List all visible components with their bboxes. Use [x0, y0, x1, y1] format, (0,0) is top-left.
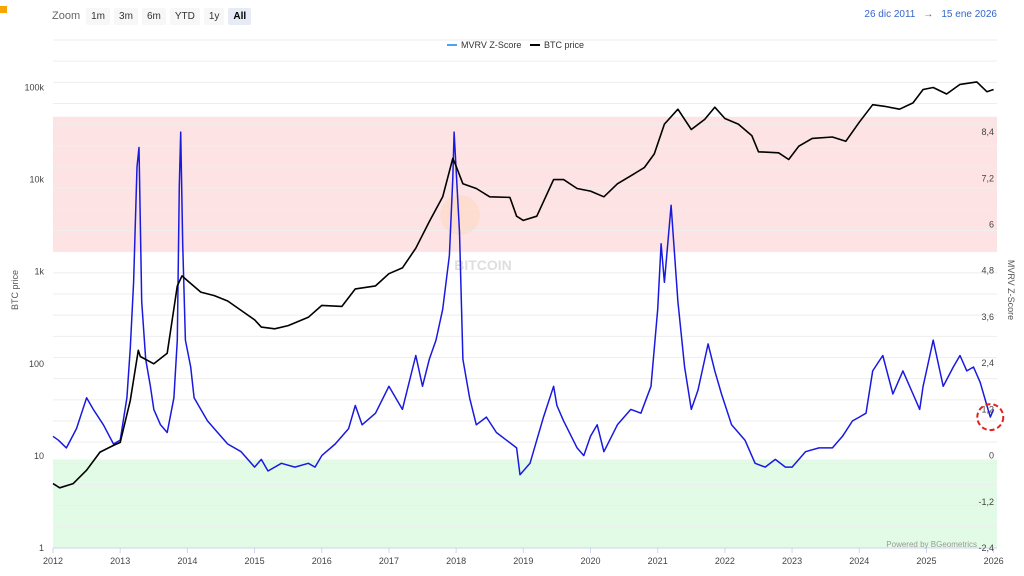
- legend-item-zscore[interactable]: MVRV Z-Score: [447, 40, 521, 50]
- x-tick-label: 2026: [984, 556, 1004, 566]
- zoom-3m-button[interactable]: 3m: [114, 7, 138, 25]
- credit-text[interactable]: Powered by BGeometrics: [886, 540, 977, 549]
- x-tick-label: 2025: [916, 556, 936, 566]
- right-tick-label: 0: [989, 451, 994, 461]
- left-tick-label: 1k: [34, 267, 44, 277]
- zoom-toolbar: Zoom 1m 3m 6m YTD 1y All: [52, 7, 252, 25]
- legend-label-zscore: MVRV Z-Score: [461, 40, 521, 50]
- x-tick-label: 2013: [110, 556, 130, 566]
- zoom-all-button[interactable]: All: [228, 7, 252, 25]
- x-tick-label: 2012: [43, 556, 63, 566]
- x-tick-label: 2019: [513, 556, 533, 566]
- right-tick-label: 4,8: [981, 266, 994, 276]
- right-tick-label: 2,4: [981, 358, 994, 368]
- left-tick-label: 100: [29, 359, 44, 369]
- right-tick-label: 6: [989, 220, 994, 230]
- x-tick-label: 2017: [379, 556, 399, 566]
- x-tick-label: 2018: [446, 556, 466, 566]
- left-tick-label: 1: [39, 543, 44, 553]
- right-tick-label: -1,2: [978, 497, 994, 507]
- left-tick-label: 100k: [24, 82, 44, 92]
- x-tick-label: 2014: [177, 556, 197, 566]
- x-tick-label: 2016: [312, 556, 332, 566]
- range-from-input[interactable]: 26 dic 2011: [864, 9, 916, 20]
- zone-undervalued: [53, 459, 997, 548]
- x-tick-label: 2020: [580, 556, 600, 566]
- left-tick-label: 10: [34, 451, 44, 461]
- range-arrow: →: [923, 9, 934, 20]
- right-tick-label: 3,6: [981, 312, 994, 322]
- x-tick-label: 2015: [245, 556, 265, 566]
- right-tick-label: 8,4: [981, 127, 994, 137]
- x-tick-label: 2022: [715, 556, 735, 566]
- series-line-btc-price: [52, 81, 994, 489]
- date-range: 26 dic 2011 → 15 ene 2026: [864, 9, 997, 20]
- right-tick-label: 1,2: [981, 404, 994, 414]
- right-axis-title: MVRV Z-Score: [1006, 260, 1016, 320]
- x-tick-label: 2024: [849, 556, 869, 566]
- left-tick-label: 10k: [29, 175, 44, 185]
- legend: MVRV Z-Score BTC price: [447, 40, 584, 50]
- legend-label-price: BTC price: [544, 40, 584, 50]
- zone-overvalued: [53, 116, 997, 252]
- right-tick-label: 7,2: [981, 173, 994, 183]
- legend-item-price[interactable]: BTC price: [530, 40, 584, 50]
- right-tick-label: -2,4: [978, 543, 994, 553]
- zoom-1m-button[interactable]: 1m: [86, 7, 111, 25]
- x-tick-label: 2021: [648, 556, 668, 566]
- series-line-mvrv-zscore: [52, 131, 995, 476]
- brand-badge: [0, 6, 7, 13]
- left-axis-title: BTC price: [10, 270, 20, 310]
- x-tick-label: 2023: [782, 556, 802, 566]
- zoom-ytd-button[interactable]: YTD: [169, 7, 200, 25]
- zoom-6m-button[interactable]: 6m: [141, 7, 166, 25]
- range-to-input[interactable]: 15 ene 2026: [941, 9, 997, 20]
- zoom-1y-button[interactable]: 1y: [203, 7, 225, 25]
- zoom-label: Zoom: [52, 10, 81, 22]
- watermark-text: BITCOIN: [454, 257, 512, 273]
- highlight-circle: [976, 403, 1005, 432]
